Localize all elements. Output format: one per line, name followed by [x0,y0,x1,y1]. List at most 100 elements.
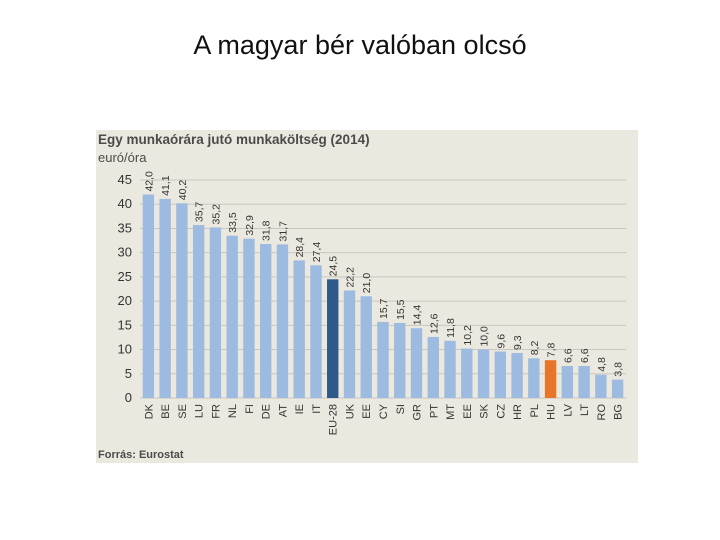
y-axis-unit-label: euró/óra [98,150,147,165]
x-tick-label: GR [412,404,424,421]
x-tick-label: IT [311,404,323,414]
bar [595,374,607,398]
bar-value-label: 14,4 [412,305,424,326]
bar-value-label: 21,0 [361,273,373,294]
bar [142,194,155,398]
bar [209,227,222,398]
y-tick-label: 45 [118,172,132,187]
bar [243,238,255,398]
bar [410,328,423,398]
bar-value-label: 3,8 [613,362,625,377]
x-tick-label: DK [143,403,155,419]
bar [159,198,171,398]
bar [360,296,372,398]
bar [394,322,406,398]
y-tick-label: 0 [125,390,132,405]
bar [477,349,490,398]
x-tick-label: FI [244,404,256,414]
y-tick-label: 10 [118,342,132,357]
bar-value-label: 6,6 [579,348,591,363]
bar [293,260,305,398]
x-tick-label: EE [462,404,474,419]
bar-value-label: 8,2 [529,341,541,356]
x-tick-label: EU-28 [328,404,340,435]
x-tick-label: AT [277,404,289,418]
bar-value-label: 12,6 [428,313,440,334]
bar-value-label: 9,3 [512,335,524,350]
bar-value-label: 24,5 [328,256,340,277]
bar [461,348,473,398]
x-tick-label: DE [261,404,273,419]
y-tick-label: 15 [118,317,132,332]
bar [528,358,540,398]
bar-value-label: 27,4 [311,242,323,263]
x-tick-label: LT [579,404,591,416]
bar-value-label: 9,6 [495,334,507,349]
bar-value-label: 4,8 [596,357,608,372]
bar [611,379,624,398]
bar [561,366,574,398]
bar-value-label: 10,2 [462,325,474,346]
x-tick-label: BG [613,404,625,420]
bar [327,279,339,398]
x-tick-label: EE [361,404,373,419]
bar [544,360,557,398]
x-tick-label: CZ [495,404,507,419]
x-tick-label: SK [479,403,491,418]
x-tick-label: SI [395,404,407,414]
bar-value-label: 31,8 [261,220,273,241]
slide-title: A magyar bér valóban olcsó [193,30,527,60]
bar-value-label: 11,8 [445,318,457,338]
bar-value-label: 35,7 [194,201,206,222]
x-tick-label: HU [546,404,558,420]
y-tick-label: 25 [118,269,132,284]
chart-source: Forrás: Eurostat [98,449,184,461]
x-tick-label: LU [194,404,206,418]
bar-value-label: 32,9 [244,215,256,236]
x-tick-label: MT [445,404,457,420]
bar-value-label: 15,7 [378,298,390,319]
bar [377,321,389,398]
y-tick-label: 30 [118,245,132,260]
x-tick-label: RO [596,404,608,421]
bar-value-label: 42,0 [143,171,155,192]
bar [226,235,238,398]
bar [494,351,507,398]
bar-value-label: 31,7 [277,221,289,242]
x-tick-label: BE [160,404,172,419]
bar [310,265,322,398]
bar [176,203,188,398]
x-tick-label: SE [177,404,189,419]
x-tick-label: PL [529,404,541,417]
x-tick-label: CY [378,403,390,419]
y-tick-label: 40 [118,196,132,211]
bar [259,243,272,398]
y-tick-label: 35 [118,220,132,235]
bar-value-label: 28,4 [294,237,306,258]
bar-value-label: 41,1 [160,175,172,196]
x-tick-label: FR [210,404,222,419]
bar [578,366,590,398]
bar-value-label: 22,2 [344,267,356,288]
bar [444,340,456,398]
bar [511,352,523,398]
bar [343,290,356,398]
bar [192,225,205,398]
x-tick-label: LV [562,403,574,416]
bar-chart-plot: 0 5 10 15 20 25 30 35 40 45 42,0 DK 41,1 BE 40,2 SE 35,7… [118,171,626,435]
bar-value-label: 35,2 [210,204,222,225]
x-tick-label: UK [344,403,356,419]
chart-title: Egy munkaórára jutó munkaköltség (2014) [98,132,370,147]
bar-value-label: 33,5 [227,212,239,233]
x-tick-label: IE [294,404,306,414]
x-tick-label: HR [512,404,524,420]
x-tick-label: NL [227,404,239,418]
chart-panel: Egy munkaórára jutó munkaköltség (2014) … [96,130,638,463]
bar-value-label: 6,6 [562,348,574,363]
y-tick-label: 20 [118,293,132,308]
bar-value-label: 15,5 [395,299,407,320]
y-tick-label: 5 [125,366,132,381]
bar-value-label: 40,2 [177,180,189,201]
x-tick-label: PT [428,404,440,418]
bar-value-label: 10,0 [479,326,491,347]
